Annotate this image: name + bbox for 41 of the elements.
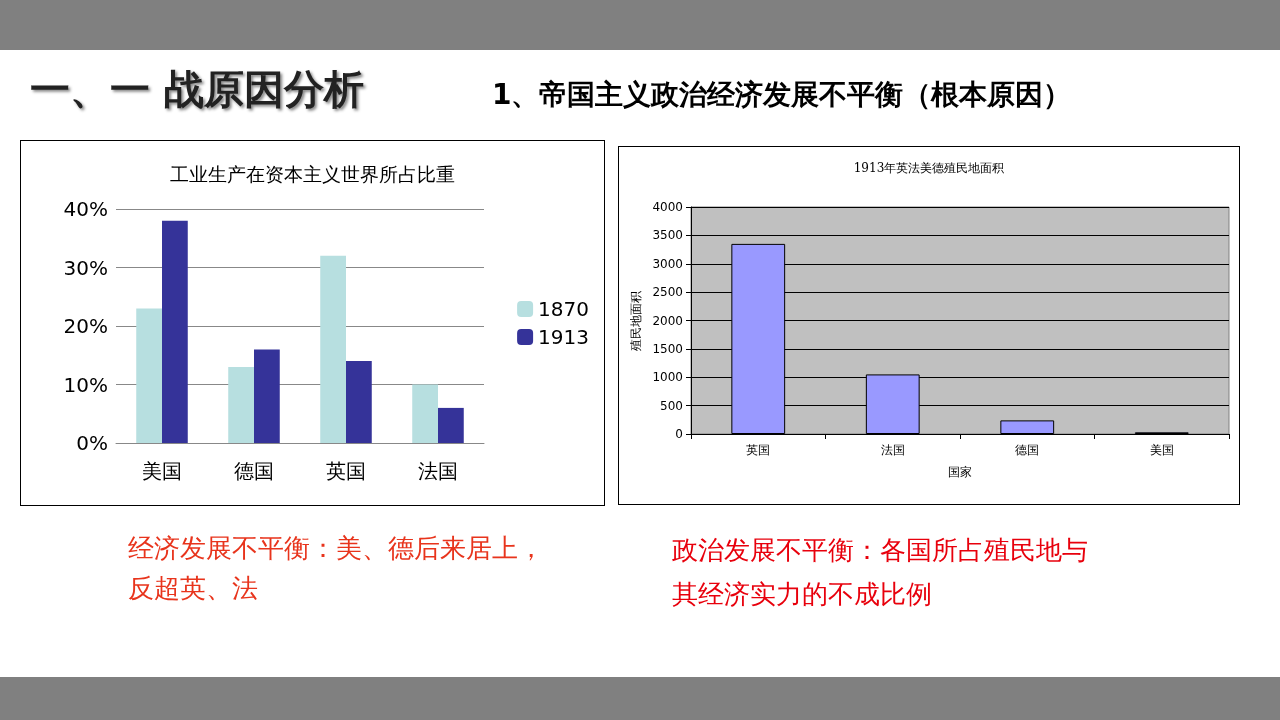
x-tick-label: 英国	[326, 459, 366, 483]
y-tick-label: 0%	[76, 431, 108, 455]
y-tick-label: 1500	[652, 341, 683, 356]
y-tick-label: 10%	[63, 372, 108, 397]
y-tick-label: 2500	[652, 285, 683, 300]
x-tick-label: 德国	[234, 459, 274, 483]
text: 1、帝国主义政治经济发展不平衡（根本原因）	[492, 77, 1072, 113]
y-tick-label: 4000	[652, 200, 683, 214]
y-tick-label: 2000	[652, 313, 683, 328]
bar	[320, 255, 346, 443]
bar	[1000, 420, 1055, 434]
bar	[438, 407, 464, 443]
x-tick-label: 法国	[880, 443, 905, 457]
text: 经济发展不平衡：美、德后来居上，反超英、法	[128, 532, 545, 605]
y-tick-label: 1000	[652, 370, 683, 385]
y-tick-label: 500	[660, 398, 683, 413]
x-tick-label: 英国	[746, 443, 771, 457]
y-tick-label: 0	[675, 427, 683, 441]
y-tick-label: 3000	[652, 256, 683, 271]
y-axis-title: 殖民地面积	[628, 290, 643, 351]
chart-title: 1913年英法美德殖民地面积	[853, 161, 1005, 175]
y-tick-label: 40%	[63, 197, 108, 221]
y-tick-label: 20%	[63, 314, 108, 338]
x-tick-label: 美国	[142, 459, 182, 483]
bar	[346, 361, 372, 443]
chart-title: 工业生产在资本主义世界所占比重	[170, 162, 455, 185]
legend-label: 1913	[538, 325, 590, 349]
x-tick-label: 美国	[1149, 443, 1174, 457]
bar	[412, 384, 438, 443]
bar	[162, 220, 188, 443]
x-axis-title: 国家	[948, 465, 972, 479]
x-tick-label: 德国	[1015, 443, 1040, 457]
bar	[228, 366, 254, 443]
text: 政治发展不平衡：各国所占殖民地与其经济实力的不成比例	[672, 534, 1089, 611]
legend-label: 1870	[538, 297, 590, 321]
y-tick-label: 30%	[63, 255, 108, 280]
bar	[136, 308, 162, 443]
x-tick-label: 法国	[418, 459, 458, 483]
bar	[254, 349, 280, 443]
y-tick-label: 3500	[652, 228, 683, 243]
text: 一、一 战原因分析	[30, 65, 364, 114]
